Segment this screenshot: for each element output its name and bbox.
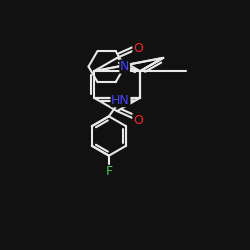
Text: O: O [133, 42, 143, 55]
Text: HN: HN [111, 94, 130, 106]
Text: N: N [120, 60, 129, 73]
Text: F: F [105, 166, 112, 178]
Text: O: O [133, 114, 143, 127]
